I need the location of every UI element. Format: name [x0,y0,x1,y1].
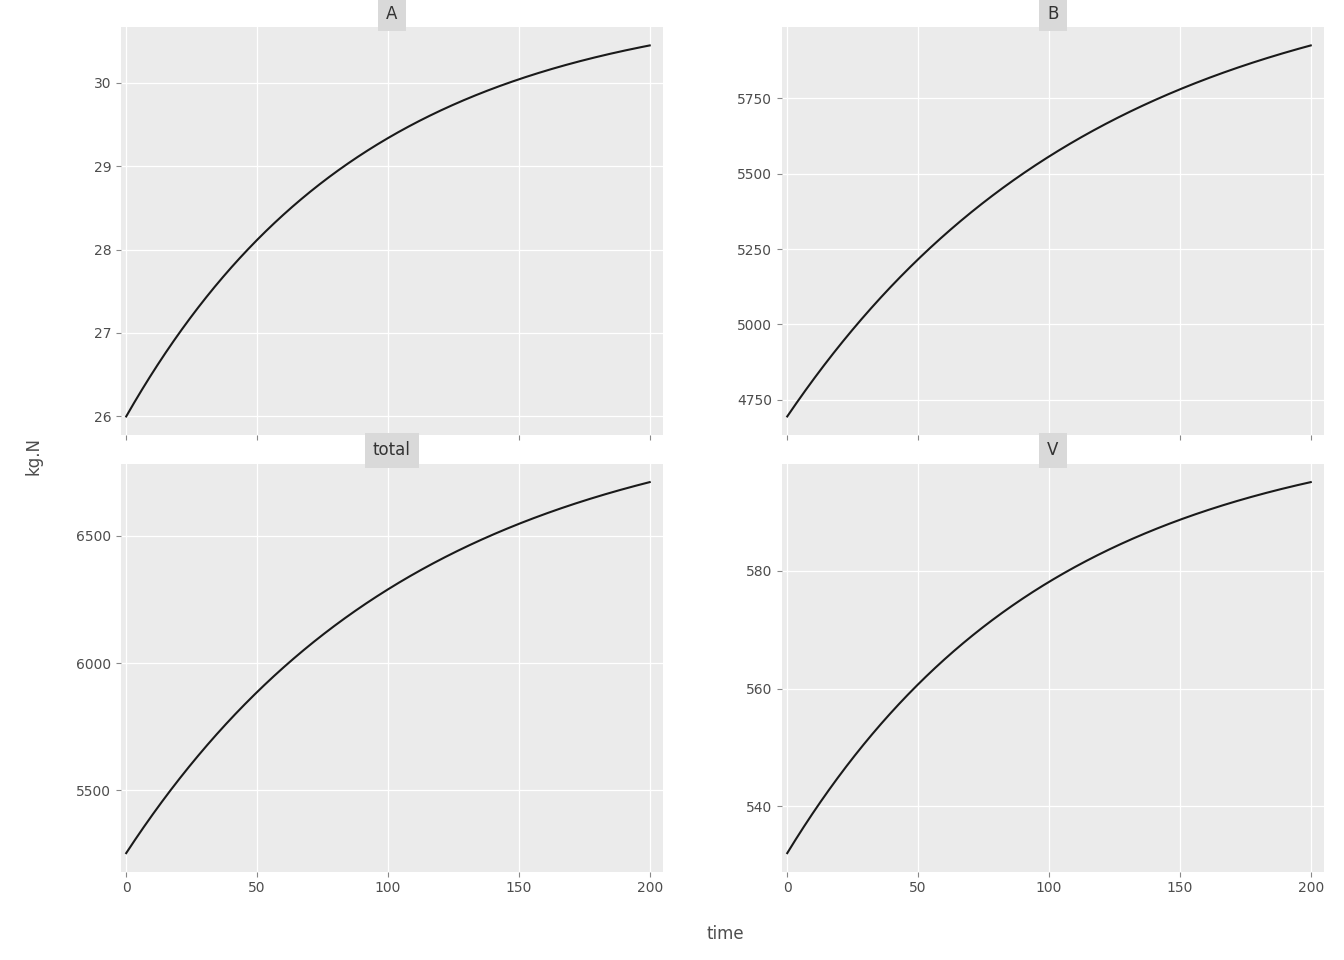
Title: A: A [386,5,398,22]
Text: kg.N: kg.N [24,437,42,475]
Text: time: time [707,924,745,943]
Title: B: B [1047,5,1059,22]
Title: V: V [1047,442,1059,459]
Title: total: total [372,442,411,459]
